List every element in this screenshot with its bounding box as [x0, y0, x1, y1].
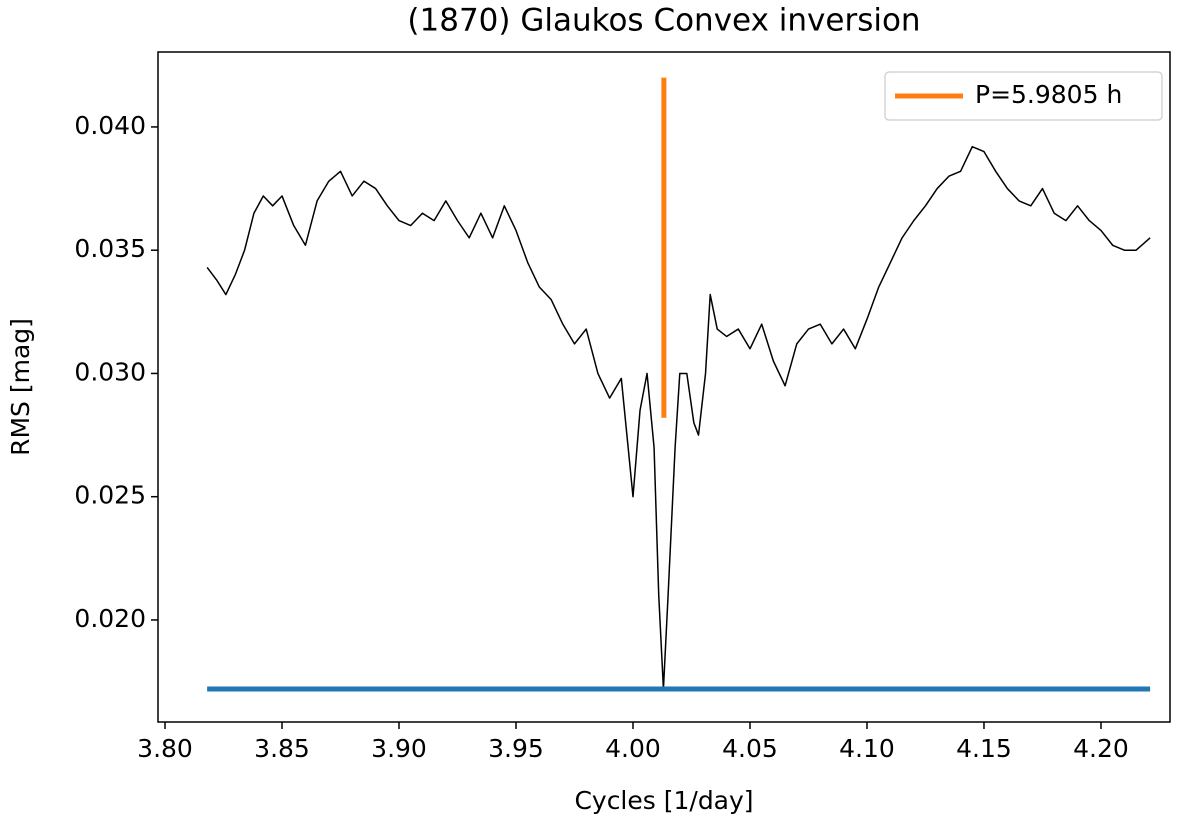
x-tick-label: 3.85	[254, 734, 310, 763]
y-tick-label: 0.025	[74, 481, 146, 510]
x-axis-label: Cycles [1/day]	[574, 786, 753, 815]
x-tick-label: 4.00	[605, 734, 661, 763]
legend-label: P=5.9805 h	[975, 80, 1122, 109]
y-tick-label: 0.040	[74, 111, 146, 140]
y-tick-label: 0.030	[74, 357, 146, 386]
plot-frame	[157, 51, 1171, 723]
x-tick-label: 4.15	[956, 734, 1012, 763]
legend-box	[884, 71, 1163, 121]
x-tick-label: 4.10	[839, 734, 895, 763]
y-axis-label: RMS [mag]	[6, 318, 35, 456]
x-tick-label: 3.80	[137, 734, 193, 763]
x-tick-label: 3.95	[488, 734, 544, 763]
chart-title: (1870) Glaukos Convex inversion	[407, 3, 920, 39]
y-tick-label: 0.020	[74, 604, 146, 633]
x-tick-label: 4.05	[722, 734, 778, 763]
series-line	[206, 145, 1151, 690]
y-tick-label: 0.035	[74, 234, 146, 263]
x-tick-label: 4.20	[1073, 734, 1129, 763]
x-tick-label: 3.90	[371, 734, 427, 763]
